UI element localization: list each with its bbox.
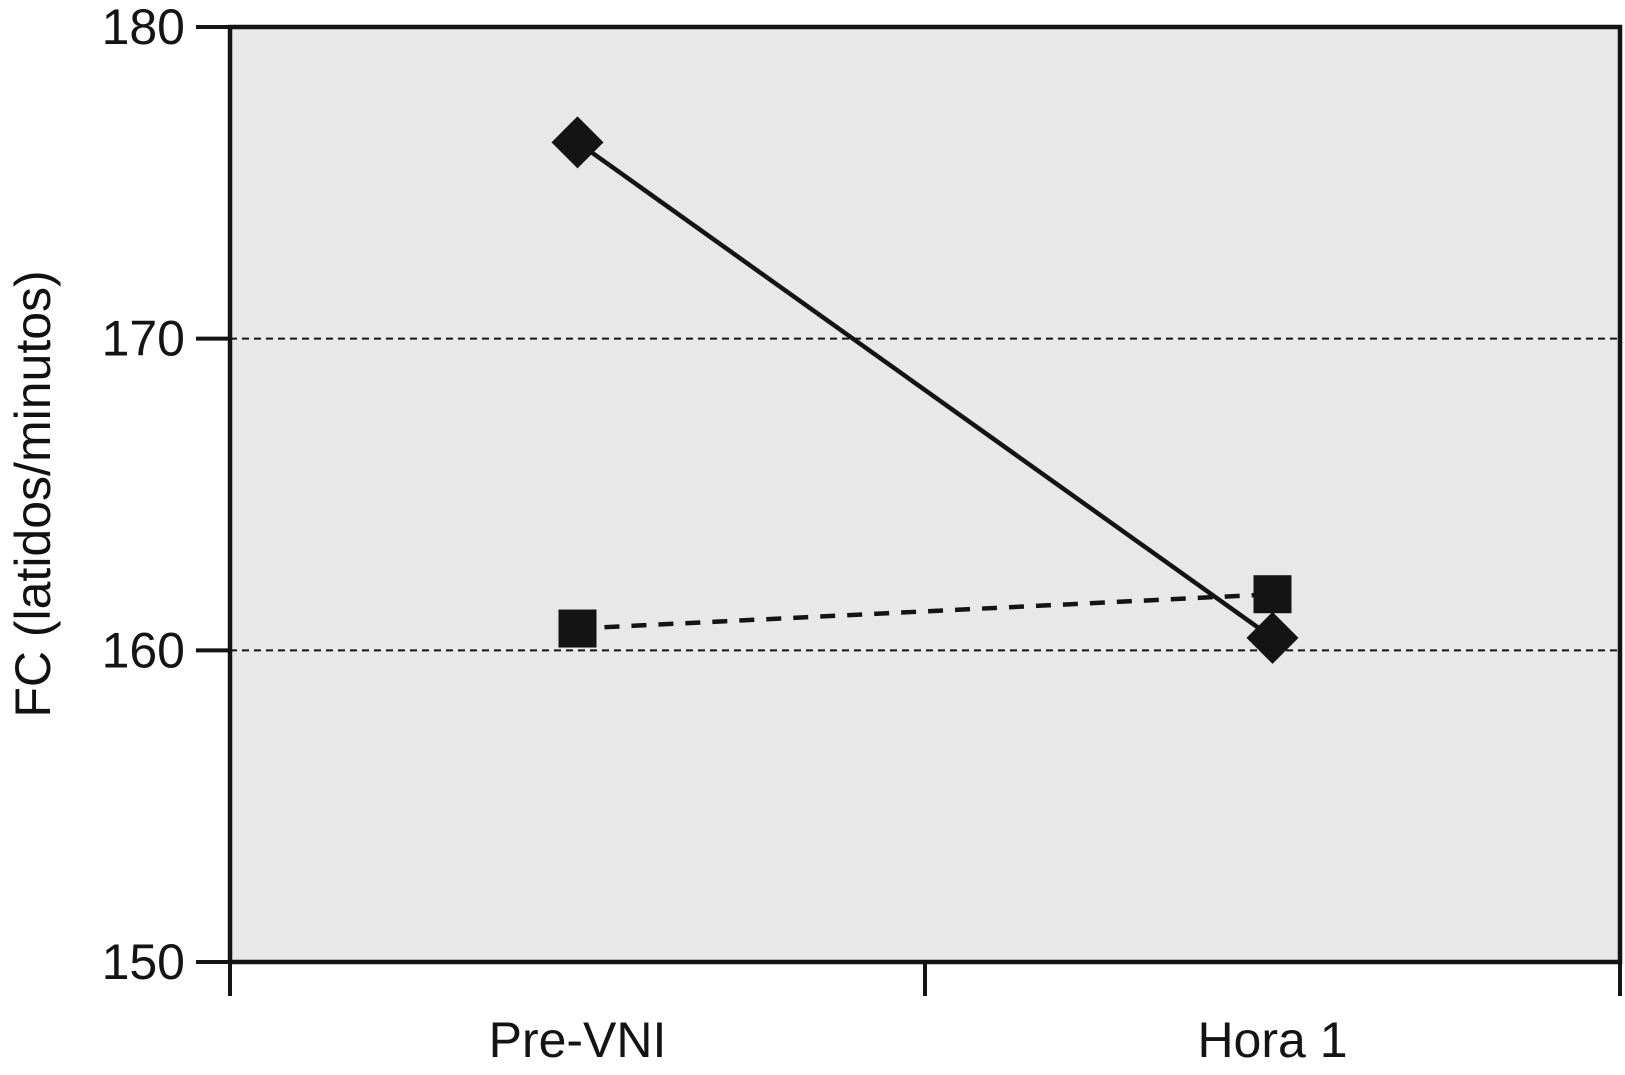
x-category-label-0: Pre-VNI: [489, 1012, 667, 1068]
y-tick-label-180: 180: [102, 0, 185, 55]
series-line-diamond: [576, 140, 1274, 640]
y-tick-label-160: 160: [102, 622, 185, 678]
diamond-marker-0: [551, 116, 604, 169]
y-axis-title: FC (latidos/minutos): [5, 270, 61, 718]
y-tick-label-170: 170: [102, 311, 185, 367]
square-marker-1: [1253, 575, 1292, 614]
plot-area: [230, 27, 1620, 962]
diamond-marker-1: [1246, 611, 1299, 664]
x-category-label-1: Hora 1: [1197, 1012, 1347, 1068]
y-tick-label-150: 150: [102, 934, 185, 990]
series-line-square: [577, 591, 1273, 631]
square-marker-0: [558, 609, 597, 648]
